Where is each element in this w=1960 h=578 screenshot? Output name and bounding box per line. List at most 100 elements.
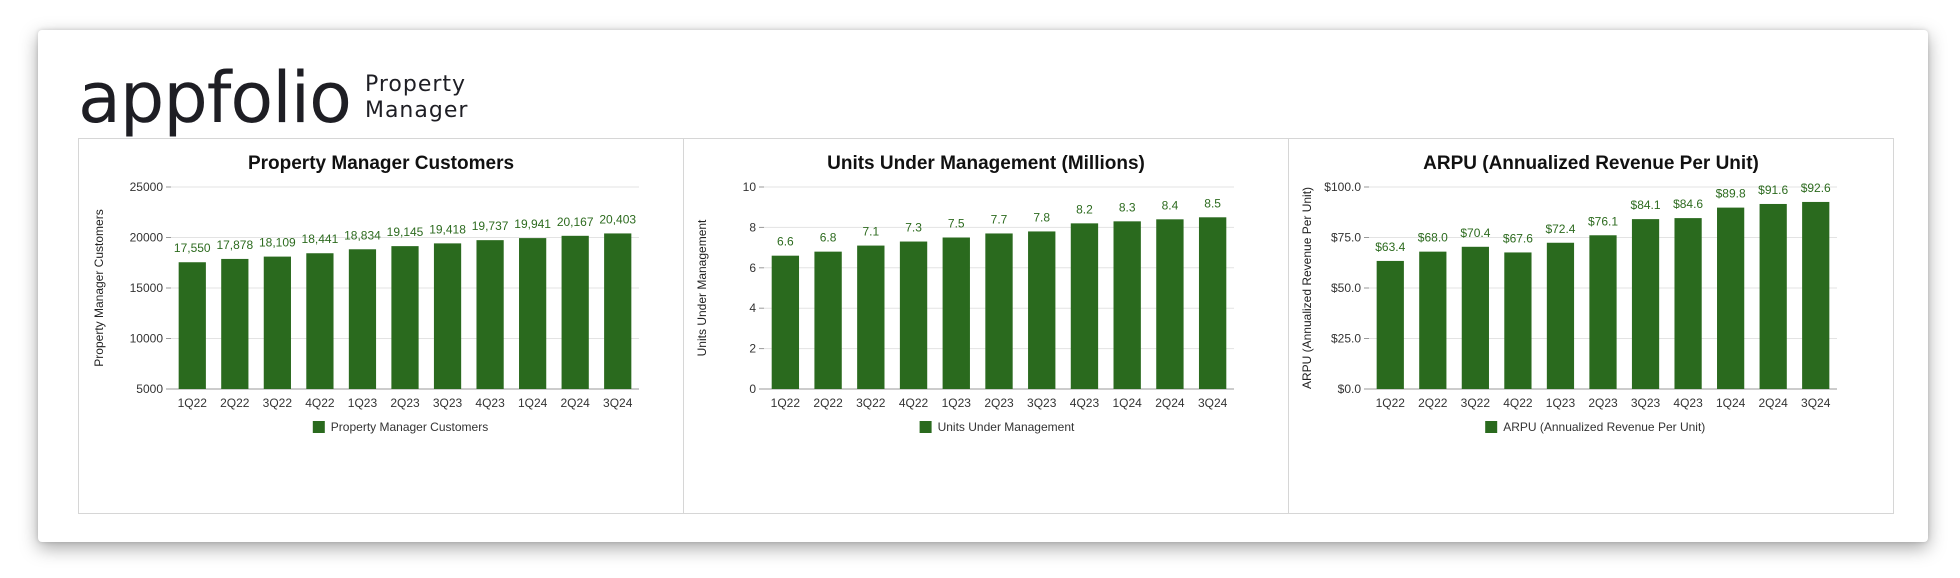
x-tick-label: 4Q22 xyxy=(899,396,929,410)
x-tick-label: 3Q24 xyxy=(603,396,633,410)
y-tick-label: 2 xyxy=(749,342,756,356)
x-tick-label: 4Q22 xyxy=(1503,396,1533,410)
x-tick-label: 2Q22 xyxy=(1418,396,1448,410)
x-tick-label: 3Q24 xyxy=(1198,396,1228,410)
bar xyxy=(348,249,377,389)
y-tick-label: 8 xyxy=(749,220,756,234)
y-axis-title: Property Manager Customers xyxy=(92,209,106,366)
bar xyxy=(178,262,206,389)
bar xyxy=(1028,231,1056,389)
bar xyxy=(476,240,504,389)
bar xyxy=(899,241,928,389)
data-label: 8.3 xyxy=(1119,200,1136,214)
x-tick-label: 4Q23 xyxy=(475,396,505,410)
bar xyxy=(1461,246,1489,389)
y-tick-label: $50.0 xyxy=(1331,281,1361,295)
data-label: 18,441 xyxy=(302,232,339,246)
bar xyxy=(857,245,885,389)
x-tick-label: 4Q23 xyxy=(1673,396,1703,410)
bar xyxy=(1589,235,1617,389)
appfolio-logo: appfolio Property Manager xyxy=(78,58,485,138)
data-label: 19,145 xyxy=(387,225,424,239)
legend-label: ARPU (Annualized Revenue Per Unit) xyxy=(1503,420,1705,434)
data-label: 19,418 xyxy=(429,222,466,236)
bar xyxy=(1546,242,1575,389)
legend-swatch xyxy=(1485,421,1498,433)
y-tick-label: 4 xyxy=(749,301,756,315)
bar xyxy=(1504,252,1532,389)
data-label: 8.2 xyxy=(1076,202,1093,216)
y-tick-label: 20000 xyxy=(130,231,164,245)
logo-product-line1: Property xyxy=(364,72,467,97)
logo-product-line2: Manager xyxy=(364,98,469,123)
x-tick-label: 2Q23 xyxy=(390,396,420,410)
x-tick-label: 3Q23 xyxy=(1631,396,1661,410)
bar xyxy=(1802,201,1830,389)
report-card: appfolio Property Manager Property Manag… xyxy=(38,30,1928,542)
logo-wordmark: appfolio xyxy=(78,57,352,139)
x-tick-label: 3Q24 xyxy=(1801,396,1831,410)
legend-label: Units Under Management xyxy=(938,420,1075,434)
data-label: $67.6 xyxy=(1503,231,1533,245)
x-tick-label: 1Q24 xyxy=(1716,396,1746,410)
x-tick-label: 2Q23 xyxy=(984,396,1014,410)
x-tick-label: 2Q23 xyxy=(1588,396,1618,410)
data-label: $68.0 xyxy=(1418,231,1448,245)
y-tick-label: $100.0 xyxy=(1324,180,1361,194)
y-tick-label: 6 xyxy=(749,261,756,275)
bar xyxy=(814,251,842,389)
chart-title: Units Under Management (Millions) xyxy=(827,153,1145,174)
chart-panel-units: Units Under Management (Millions) 0 2 4 6 8 10… xyxy=(684,139,1289,513)
data-label: $89.8 xyxy=(1716,187,1746,201)
y-tick-label: $25.0 xyxy=(1331,332,1361,346)
data-label: $91.6 xyxy=(1758,183,1788,197)
y-tick-label: 15000 xyxy=(130,281,164,295)
y-axis-title: Units Under Management xyxy=(695,219,709,356)
bar xyxy=(561,235,589,389)
x-tick-label: 3Q22 xyxy=(1461,396,1491,410)
data-label: $84.1 xyxy=(1631,198,1661,212)
x-tick-label: 1Q24 xyxy=(518,396,548,410)
data-label: 18,834 xyxy=(344,228,381,242)
data-label: 20,403 xyxy=(599,212,636,226)
data-label: 17,878 xyxy=(216,238,253,252)
data-label: 6.8 xyxy=(820,231,837,245)
data-label: 19,737 xyxy=(472,219,509,233)
data-label: $76.1 xyxy=(1588,214,1618,228)
data-label: $84.6 xyxy=(1673,197,1703,211)
bar xyxy=(263,256,291,389)
bar xyxy=(942,237,970,389)
bar xyxy=(771,255,800,389)
data-label: $72.4 xyxy=(1545,222,1575,236)
units-chart: Units Under Management (Millions) 0 2 4 6 8 10… xyxy=(695,153,1234,434)
y-tick-label: 10000 xyxy=(130,332,164,346)
data-label: $92.6 xyxy=(1801,181,1831,195)
x-tick-label: 1Q22 xyxy=(771,396,801,410)
bar xyxy=(1376,260,1404,389)
data-label: 19,941 xyxy=(514,217,551,231)
data-label: 20,167 xyxy=(557,215,594,229)
data-label: 7.7 xyxy=(991,212,1008,226)
chart-panel-arpu: ARPU (Annualized Revenue Per Unit) $0.0 $2… xyxy=(1289,139,1893,513)
x-tick-label: 1Q22 xyxy=(1376,396,1406,410)
bar xyxy=(519,238,547,389)
x-tick-label: 2Q24 xyxy=(1759,396,1789,410)
y-tick-label: 10 xyxy=(743,180,757,194)
logo-product-name: Property Manager xyxy=(365,72,485,124)
x-tick-label: 2Q22 xyxy=(220,396,250,410)
bar xyxy=(1156,219,1184,389)
data-label: $70.4 xyxy=(1460,226,1490,240)
x-tick-label: 2Q24 xyxy=(561,396,591,410)
data-label: 8.4 xyxy=(1162,198,1179,212)
y-tick-label: 0 xyxy=(749,382,756,396)
y-axis-title: ARPU (Annualized Revenue Per Unit) xyxy=(1300,187,1314,389)
bar xyxy=(1717,207,1745,389)
x-tick-label: 3Q23 xyxy=(1027,396,1057,410)
data-label: 7.8 xyxy=(1033,210,1050,224)
x-tick-label: 1Q24 xyxy=(1113,396,1143,410)
x-tick-label: 2Q24 xyxy=(1155,396,1185,410)
x-tick-label: 3Q22 xyxy=(263,396,293,410)
y-tick-label: $75.0 xyxy=(1331,231,1361,245)
legend-swatch xyxy=(919,421,932,433)
bar xyxy=(1198,217,1227,389)
